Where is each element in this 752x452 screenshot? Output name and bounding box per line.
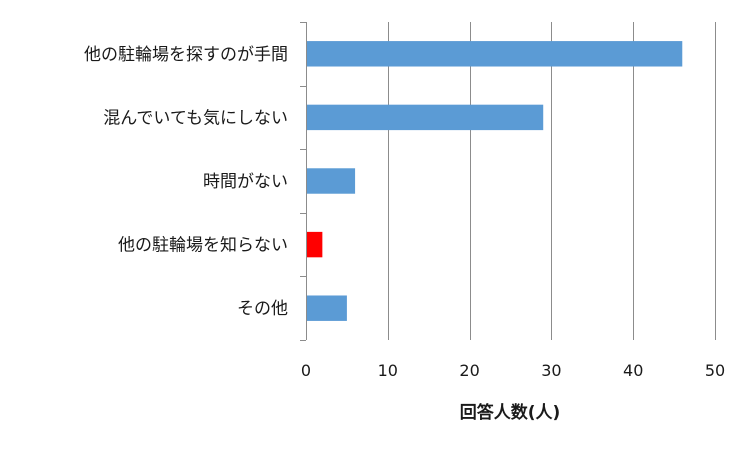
category-label: 他の駐輪場を探すのが手間: [84, 45, 288, 65]
bars: [307, 41, 683, 321]
bar: [307, 168, 356, 194]
category-label: 他の駐輪場を知らない: [118, 236, 288, 256]
axes: [300, 22, 307, 341]
x-tick-label: 20: [459, 361, 479, 380]
gridlines: [388, 22, 716, 340]
category-label: 混んでいても気にしない: [103, 108, 288, 128]
bar: [307, 295, 347, 321]
x-tick-label: 10: [378, 361, 398, 380]
x-tick-label: 50: [705, 361, 725, 380]
x-tick-label: 30: [541, 361, 561, 380]
category-label: 時間がない: [203, 172, 288, 192]
x-tick-label: 40: [623, 361, 643, 380]
bar: [307, 41, 683, 67]
x-tick-label: 0: [301, 361, 311, 380]
bar: [307, 231, 323, 258]
bar: [307, 104, 544, 131]
category-label: その他: [237, 299, 288, 319]
labels: 0 10 20 30 40 50 他の駐輪場を探すのが手間混んでいても気にしない時間がない他…: [84, 45, 725, 380]
x-axis-title: 回答人数(人): [460, 402, 561, 423]
